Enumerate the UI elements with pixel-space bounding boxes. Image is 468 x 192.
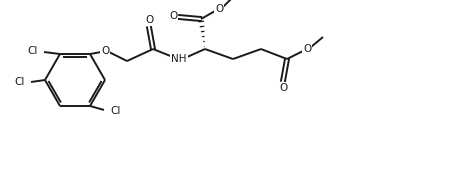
Text: O: O [303, 44, 311, 54]
Text: O: O [279, 83, 287, 93]
Text: Cl: Cl [28, 46, 38, 56]
Text: O: O [101, 46, 109, 56]
Text: O: O [169, 11, 177, 21]
Text: O: O [215, 4, 223, 14]
Text: Cl: Cl [110, 106, 120, 116]
Text: Cl: Cl [15, 77, 25, 87]
Text: O: O [145, 15, 153, 25]
Text: NH: NH [171, 54, 187, 64]
